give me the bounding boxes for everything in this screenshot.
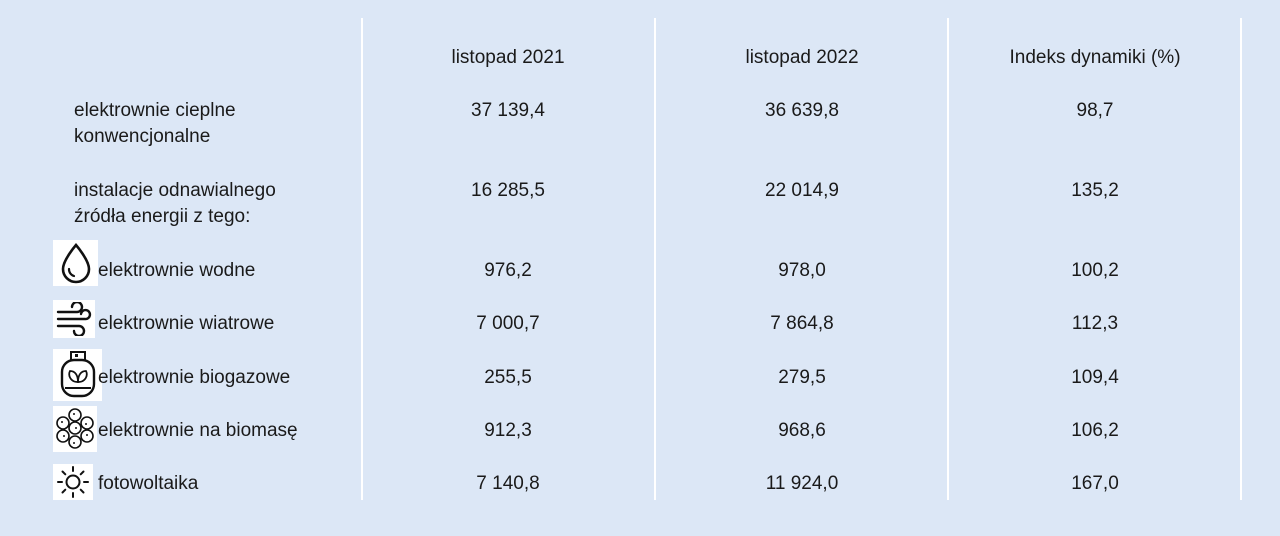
- column-divider: [654, 18, 656, 500]
- column-divider: [361, 18, 363, 500]
- cell-thermal-2022: 36 639,8: [765, 100, 839, 121]
- column-header-2022: listopad 2022: [745, 47, 859, 68]
- row-label-biomass: elektrownie na biomasę: [98, 420, 298, 441]
- row-label-hydro: elektrownie wodne: [98, 260, 256, 281]
- row-label-thermal: elektrownie cieplne konwencjonalne: [74, 100, 236, 147]
- column-divider: [1240, 18, 1242, 500]
- row-label-wind: elektrownie wiatrowe: [98, 313, 275, 334]
- biomass-pellets-icon: [53, 406, 97, 452]
- cell-hydro-index: 100,2: [1071, 260, 1119, 281]
- cell-renewable-2021: 16 285,5: [471, 180, 545, 201]
- wind-icon: [53, 300, 95, 338]
- row-label-renewable: instalacje odnawialnego źródła energii z…: [74, 180, 276, 227]
- cell-biomass-2021: 912,3: [484, 420, 532, 441]
- cell-hydro-2022: 978,0: [778, 260, 826, 281]
- cell-biomass-index: 106,2: [1071, 420, 1119, 441]
- cell-biomass-2022: 968,6: [778, 420, 826, 441]
- cell-wind-2021: 7 000,7: [476, 313, 540, 334]
- cell-wind-2022: 7 864,8: [770, 313, 834, 334]
- water-drop-icon: [53, 240, 98, 286]
- column-divider: [947, 18, 949, 500]
- cell-hydro-2021: 976,2: [484, 260, 532, 281]
- cell-thermal-2021: 37 139,4: [471, 100, 545, 121]
- cell-photovoltaics-2022: 11 924,0: [765, 473, 839, 494]
- cell-wind-index: 112,3: [1071, 313, 1119, 334]
- cell-thermal-index: 98,7: [1076, 100, 1114, 121]
- cell-photovoltaics-2021: 7 140,8: [476, 473, 540, 494]
- cell-biogas-2022: 279,5: [778, 367, 826, 388]
- biogas-tank-icon: [53, 349, 102, 401]
- cell-biogas-2021: 255,5: [484, 367, 532, 388]
- sun-icon: [53, 464, 93, 500]
- row-label-biogas: elektrownie biogazowe: [98, 367, 291, 388]
- cell-biogas-index: 109,4: [1071, 367, 1119, 388]
- cell-photovoltaics-index: 167,0: [1071, 473, 1119, 494]
- column-header-2021: listopad 2021: [451, 47, 565, 68]
- column-header-index: Indeks dynamiki (%): [1009, 47, 1181, 68]
- row-label-photovoltaics: fotowoltaika: [98, 473, 199, 494]
- cell-renewable-index: 135,2: [1071, 180, 1119, 201]
- cell-renewable-2022: 22 014,9: [765, 180, 839, 201]
